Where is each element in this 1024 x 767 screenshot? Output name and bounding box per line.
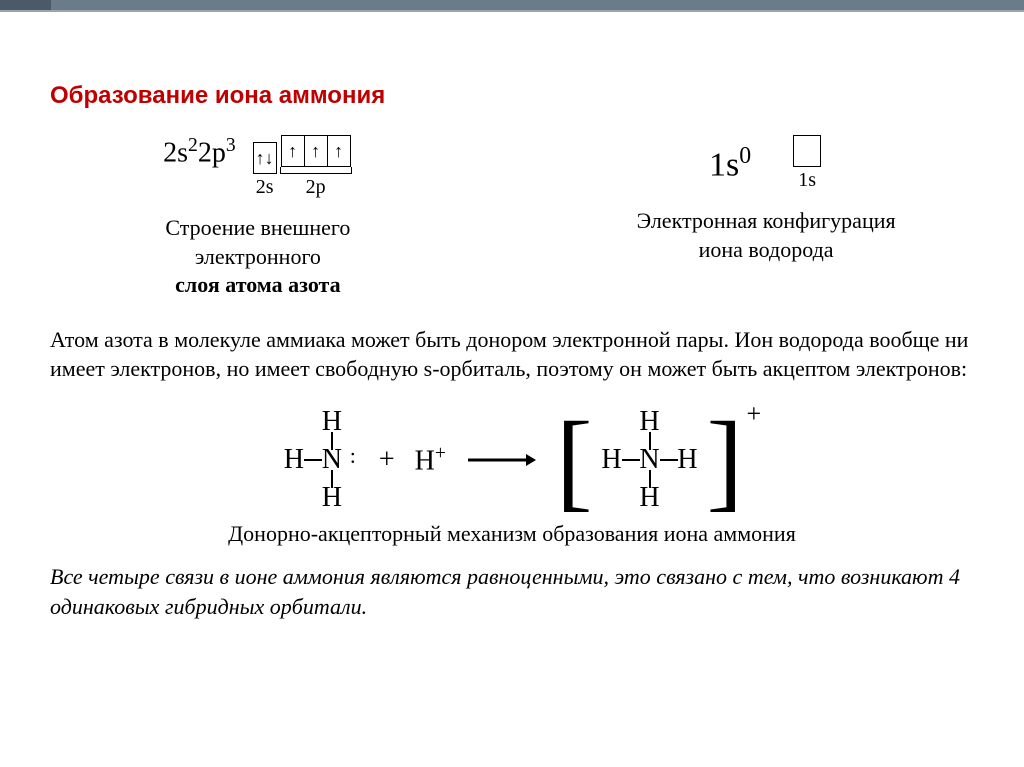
electron-config-row: 2s22p3 ↑↓ 2s ↑ ↑ ↑ — [50, 135, 974, 300]
nitrogen-config-formula: 2s22p3 — [163, 135, 236, 169]
slide-top-border — [0, 0, 1024, 12]
ion-charge: + — [747, 399, 762, 429]
orbital-2s-group: ↑↓ 2s — [253, 142, 277, 199]
caption-line: электронного — [50, 243, 466, 272]
orbital-box-2p2: ↑ — [305, 135, 328, 167]
caption-line: Электронная конфигурация — [558, 207, 974, 236]
orbital-box-1s-empty — [793, 135, 821, 167]
orbital-label-2s: 2s — [256, 176, 274, 199]
plus-sign: + — [379, 444, 395, 476]
mechanism-caption: Донорно-акцепторный механизм образования… — [50, 521, 974, 547]
hydrogen-config-block: 1s0 1s Электронная конфигурация иона вод… — [558, 135, 974, 300]
body-paragraph: Атом азота в молекуле аммиака может быть… — [50, 325, 974, 384]
ammonia-molecule: H H N : H — [281, 409, 359, 511]
h-plus-ion: H+ — [415, 443, 446, 477]
reaction-arrow-icon — [466, 450, 536, 470]
orbital-box-2p1: ↑ — [281, 135, 305, 167]
lone-pair: : — [342, 443, 362, 469]
nitrogen-orbital-diagram: ↑↓ 2s ↑ ↑ ↑ 2p — [251, 135, 353, 199]
ammonium-molecule: H H N H H — [599, 409, 701, 511]
hydrogen-caption: Электронная конфигурация иона водорода — [558, 207, 974, 264]
bond-h — [304, 459, 322, 461]
slide-content: Образование иона аммония 2s22p3 ↑↓ 2s ↑ … — [0, 12, 1024, 642]
orbital-box-2s: ↑↓ — [253, 142, 277, 174]
ammonium-ion: [ H H N H H ] + — [556, 409, 743, 511]
nitrogen-config-block: 2s22p3 ↑↓ 2s ↑ ↑ ↑ — [50, 135, 466, 300]
bond-h — [622, 459, 640, 461]
caption-line: Строение внешнего — [50, 214, 466, 243]
orbital-label-1s: 1s — [798, 169, 816, 192]
hydrogen-config-formula: 1s0 — [709, 143, 751, 184]
reaction-scheme: H H N : H + H+ [ H H N H — [50, 409, 974, 511]
atom-h-bottom: H — [322, 482, 342, 514]
orbital-box-2p3: ↑ — [328, 135, 351, 167]
bond-h — [660, 459, 678, 461]
footer-italic-text: Все четыре связи в ионе аммония являются… — [50, 562, 974, 621]
atom-h-bottom: H — [639, 482, 659, 514]
caption-line: иона водорода — [558, 236, 974, 265]
slide-title: Образование иона аммония — [50, 82, 974, 110]
orbital-label-2p: 2p — [306, 176, 326, 199]
bracket-right-icon: ] — [707, 415, 744, 505]
orbital-2p-group: ↑ ↑ ↑ 2p — [281, 135, 351, 199]
hydrogen-orbital-diagram: 1s — [793, 135, 821, 192]
nitrogen-caption: Строение внешнего электронного слоя атом… — [50, 214, 466, 300]
orbital-2p-bracket — [280, 167, 352, 174]
caption-line-bold: слоя атома азота — [50, 271, 466, 300]
bracket-left-icon: [ — [556, 415, 593, 505]
